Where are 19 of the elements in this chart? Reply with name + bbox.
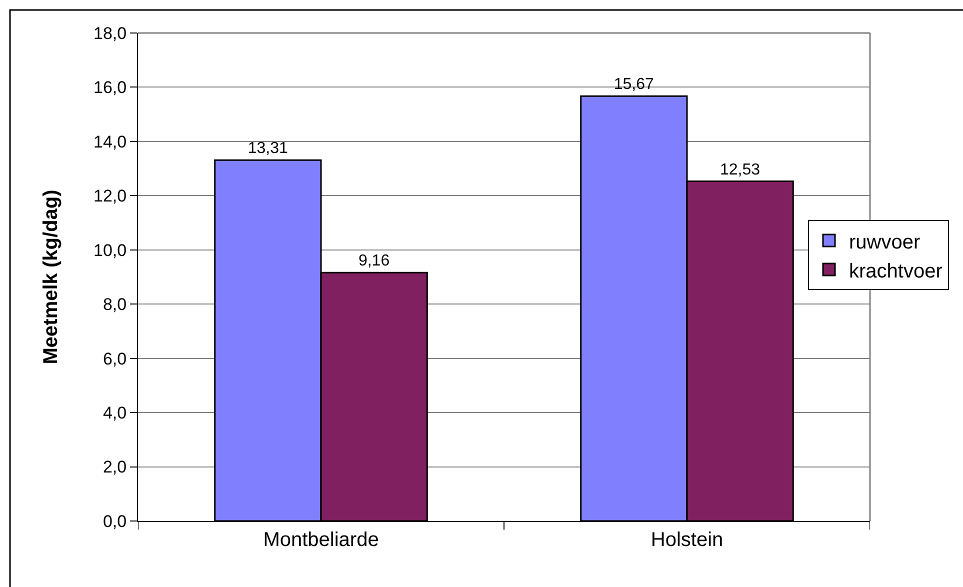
y-tick-label: 18,0 <box>94 24 127 43</box>
data-label: 9,16 <box>358 252 390 270</box>
y-tick-label: 0,0 <box>102 512 127 531</box>
y-tick-label: 8,0 <box>102 295 127 314</box>
x-tick-label: Holstein <box>650 529 724 551</box>
legend-label: ruwvoer <box>849 231 920 254</box>
y-tick-label: 14,0 <box>94 132 127 152</box>
y-tick-label: 6,0 <box>102 349 127 368</box>
y-tick-label: 16,0 <box>94 78 127 98</box>
data-label: 13,31 <box>248 140 288 158</box>
data-label: 15,67 <box>614 76 654 94</box>
y-tick-label: 12,0 <box>94 186 127 206</box>
legend-label: krachtvoer <box>849 260 943 282</box>
y-tick-label: 4,0 <box>102 404 127 423</box>
x-tick-label: Montbeliarde <box>263 529 379 551</box>
y-tick-label: 10,0 <box>94 240 127 260</box>
y-tick-label: 2,0 <box>102 458 127 477</box>
data-label: 12,53 <box>720 161 760 178</box>
y-axis-title: Meetmelk (kg/dag) <box>40 190 62 364</box>
